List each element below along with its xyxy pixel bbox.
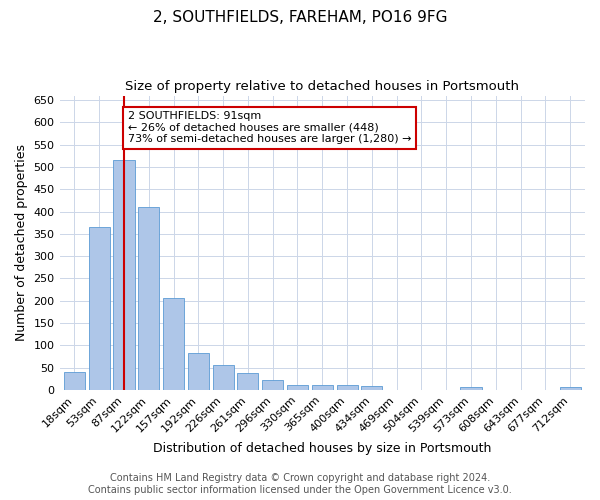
- Bar: [212, 366, 233, 390]
- Text: Contains HM Land Registry data © Crown copyright and database right 2024.
Contai: Contains HM Land Registry data © Crown c…: [88, 474, 512, 495]
- Bar: [460, 387, 482, 390]
- Title: Size of property relative to detached houses in Portsmouth: Size of property relative to detached ho…: [125, 80, 519, 93]
- Bar: [188, 354, 209, 390]
- Text: 2, SOUTHFIELDS, FAREHAM, PO16 9FG: 2, SOUTHFIELDS, FAREHAM, PO16 9FG: [153, 10, 447, 25]
- Bar: [361, 386, 382, 390]
- Bar: [287, 384, 308, 390]
- Bar: [163, 298, 184, 390]
- Bar: [113, 160, 134, 390]
- Bar: [262, 380, 283, 390]
- Bar: [89, 227, 110, 390]
- X-axis label: Distribution of detached houses by size in Portsmouth: Distribution of detached houses by size …: [153, 442, 491, 455]
- Bar: [337, 386, 358, 390]
- Text: 2 SOUTHFIELDS: 91sqm
← 26% of detached houses are smaller (448)
73% of semi-deta: 2 SOUTHFIELDS: 91sqm ← 26% of detached h…: [128, 111, 411, 144]
- Bar: [138, 207, 160, 390]
- Bar: [238, 373, 259, 390]
- Bar: [560, 387, 581, 390]
- Y-axis label: Number of detached properties: Number of detached properties: [15, 144, 28, 341]
- Bar: [312, 386, 333, 390]
- Bar: [64, 372, 85, 390]
